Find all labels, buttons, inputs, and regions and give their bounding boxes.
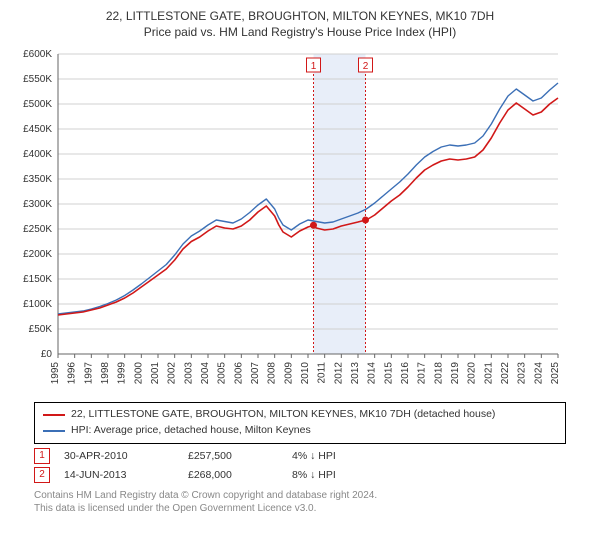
svg-text:1: 1: [311, 61, 317, 72]
svg-text:2022: 2022: [500, 362, 511, 385]
svg-text:2024: 2024: [533, 362, 544, 385]
svg-text:£450K: £450K: [23, 124, 52, 135]
svg-text:2023: 2023: [517, 362, 528, 385]
svg-text:£50K: £50K: [29, 324, 53, 335]
svg-text:£550K: £550K: [23, 74, 52, 85]
svg-text:1999: 1999: [117, 362, 128, 385]
svg-text:£600K: £600K: [23, 49, 52, 60]
chart-container: £0 £50K £100K £150K £200K £250K £300K £350K £400…: [10, 46, 590, 396]
svg-text:2000: 2000: [133, 362, 144, 385]
svg-text:2021: 2021: [483, 362, 494, 385]
svg-text:1995: 1995: [50, 362, 61, 385]
legend-swatch-hpi: [43, 430, 65, 432]
sale-row: 1 30-APR-2010 £257,500 4% ↓ HPI: [34, 448, 566, 464]
svg-text:£250K: £250K: [23, 224, 52, 235]
legend-row-sold: 22, LITTLESTONE GATE, BROUGHTON, MILTON …: [43, 407, 557, 423]
sale-row: 2 14-JUN-2013 £268,000 8% ↓ HPI: [34, 467, 566, 483]
footer: Contains HM Land Registry data © Crown c…: [34, 489, 566, 515]
svg-text:£500K: £500K: [23, 99, 52, 110]
svg-text:£150K: £150K: [23, 274, 52, 285]
sale-date: 14-JUN-2013: [64, 469, 174, 481]
sale-price: £257,500: [188, 450, 278, 462]
title-sub: Price paid vs. HM Land Registry's House …: [10, 24, 590, 40]
svg-text:£100K: £100K: [23, 299, 52, 310]
svg-text:2025: 2025: [550, 362, 561, 385]
sales-list: 1 30-APR-2010 £257,500 4% ↓ HPI 2 14-JUN-2013…: [34, 448, 566, 483]
svg-text:1996: 1996: [67, 362, 78, 385]
price-chart: £0 £50K £100K £150K £200K £250K £300K £350K £400…: [10, 46, 570, 396]
sale-price: £268,000: [188, 469, 278, 481]
svg-text:2013: 2013: [350, 362, 361, 385]
svg-text:2014: 2014: [367, 362, 378, 385]
svg-text:2018: 2018: [433, 362, 444, 385]
legend-label-hpi: HPI: Average price, detached house, Milt…: [71, 423, 311, 439]
sale-marker: 1: [34, 448, 50, 464]
legend: 22, LITTLESTONE GATE, BROUGHTON, MILTON …: [34, 402, 566, 444]
svg-text:2011: 2011: [317, 362, 328, 384]
legend-row-hpi: HPI: Average price, detached house, Milt…: [43, 423, 557, 439]
svg-text:2012: 2012: [333, 362, 344, 385]
svg-text:2017: 2017: [417, 362, 428, 385]
svg-text:2003: 2003: [183, 362, 194, 385]
svg-text:£300K: £300K: [23, 199, 52, 210]
legend-label-sold: 22, LITTLESTONE GATE, BROUGHTON, MILTON …: [71, 407, 495, 423]
svg-text:2009: 2009: [283, 362, 294, 385]
footer-line2: This data is licensed under the Open Gov…: [34, 502, 566, 515]
svg-text:2: 2: [363, 61, 369, 72]
legend-swatch-sold: [43, 414, 65, 416]
svg-text:2006: 2006: [233, 362, 244, 385]
svg-text:2004: 2004: [200, 362, 211, 385]
svg-text:2019: 2019: [450, 362, 461, 385]
sale-diff: 8% ↓ HPI: [292, 469, 382, 481]
sale-diff: 4% ↓ HPI: [292, 450, 382, 462]
sale-marker: 2: [34, 467, 50, 483]
svg-text:2007: 2007: [250, 362, 261, 385]
svg-text:£0: £0: [41, 349, 53, 360]
svg-text:2015: 2015: [383, 362, 394, 385]
svg-text:2008: 2008: [267, 362, 278, 385]
svg-text:2001: 2001: [150, 362, 161, 385]
svg-text:£400K: £400K: [23, 149, 52, 160]
svg-text:£200K: £200K: [23, 249, 52, 260]
svg-text:1998: 1998: [100, 362, 111, 385]
footer-line1: Contains HM Land Registry data © Crown c…: [34, 489, 566, 502]
title-address: 22, LITTLESTONE GATE, BROUGHTON, MILTON …: [10, 8, 590, 24]
svg-text:2010: 2010: [300, 362, 311, 385]
svg-text:2020: 2020: [467, 362, 478, 385]
svg-text:2016: 2016: [400, 362, 411, 385]
svg-text:£350K: £350K: [23, 174, 52, 185]
svg-text:2005: 2005: [217, 362, 228, 385]
svg-text:1997: 1997: [83, 362, 94, 385]
sale-date: 30-APR-2010: [64, 450, 174, 462]
svg-text:2002: 2002: [167, 362, 178, 385]
